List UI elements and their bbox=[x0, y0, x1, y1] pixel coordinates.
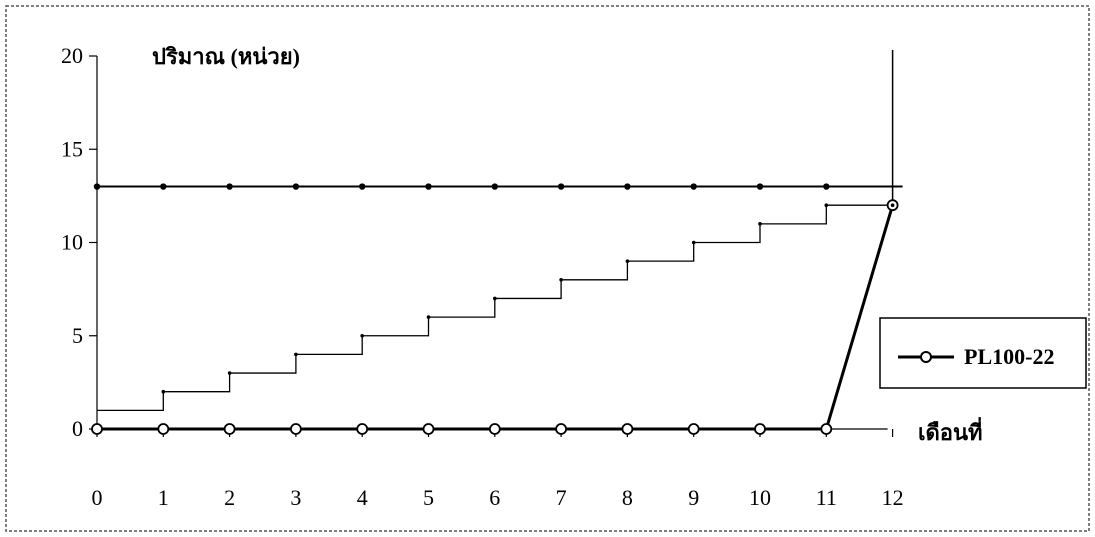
legend-label: PL100-22 bbox=[964, 344, 1054, 369]
x-tick-label: 0 bbox=[92, 485, 103, 510]
flat-series-point bbox=[425, 183, 432, 190]
y-tick-label: 15 bbox=[61, 136, 83, 161]
flat-series-point bbox=[557, 183, 565, 190]
x-tick-label: 9 bbox=[688, 485, 699, 510]
flat-series-point bbox=[359, 183, 366, 190]
step-series-point bbox=[227, 371, 232, 375]
pl100-22-series-point bbox=[356, 423, 369, 435]
plot-area bbox=[91, 183, 903, 435]
pl100-22-series-point bbox=[157, 423, 170, 435]
flat-series-point bbox=[226, 183, 233, 190]
flat-series-point bbox=[160, 183, 167, 190]
x-tick-label: 7 bbox=[556, 485, 567, 510]
chart-border bbox=[5, 5, 1090, 532]
pl100-22-series-point bbox=[488, 423, 501, 435]
flat-series-point bbox=[292, 183, 300, 190]
y-tick-label: 20 bbox=[61, 43, 83, 68]
pl100-22-series-point-center bbox=[890, 203, 895, 207]
step-series-point bbox=[360, 333, 365, 338]
pl100-22-series-point bbox=[91, 423, 103, 435]
pl100-22-series-point bbox=[223, 423, 236, 435]
pl100-22-series-point bbox=[820, 423, 833, 435]
step-series-point bbox=[758, 222, 762, 226]
step-series-point bbox=[426, 315, 431, 319]
x-tick-label: 4 bbox=[357, 485, 368, 510]
y-tick-label: 5 bbox=[72, 323, 83, 348]
flat-series-point bbox=[756, 183, 764, 190]
step-series-point bbox=[691, 240, 696, 245]
legend-box bbox=[879, 317, 1087, 389]
pl100-22-series-point bbox=[621, 423, 634, 435]
step-series-point bbox=[294, 352, 298, 357]
step-series-point bbox=[824, 203, 829, 207]
y-axis-label: ปริมาณ (หน่วย) bbox=[152, 44, 300, 69]
step-series-point bbox=[625, 259, 630, 263]
y-tick-label: 0 bbox=[72, 416, 83, 441]
step-series-point bbox=[161, 389, 166, 394]
flat-series-point bbox=[690, 183, 697, 190]
x-tick-label: 12 bbox=[882, 485, 904, 510]
step-series-point bbox=[493, 296, 497, 301]
legend-marker bbox=[920, 351, 932, 363]
pl100-22-series-point bbox=[422, 423, 435, 435]
x-tick-label: 1 bbox=[158, 485, 169, 510]
x-axis-label: เดือนที่ bbox=[918, 416, 983, 445]
step-series-line bbox=[97, 204, 893, 411]
x-tick-label: 5 bbox=[423, 485, 434, 510]
flat-series-point bbox=[823, 183, 830, 190]
x-tick-label: 3 bbox=[290, 485, 301, 510]
legend: PL100-22 bbox=[879, 317, 1087, 389]
flat-series-point bbox=[624, 183, 631, 190]
x-tick-label: 2 bbox=[224, 485, 235, 510]
flat-series-point bbox=[93, 183, 101, 190]
x-tick-label: 8 bbox=[622, 485, 633, 510]
flat-series-point bbox=[491, 183, 498, 190]
pl100-22-series-point bbox=[289, 423, 302, 435]
x-tick-label: 10 bbox=[749, 485, 771, 510]
step-series-point bbox=[559, 278, 563, 282]
pl100-22-series-point bbox=[555, 423, 567, 435]
pl100-22-series-point bbox=[687, 423, 700, 435]
pl100-22-series-point bbox=[754, 423, 766, 435]
x-tick-label: 11 bbox=[816, 485, 837, 510]
y-tick-label: 10 bbox=[61, 230, 83, 255]
x-tick-label: 6 bbox=[489, 485, 500, 510]
